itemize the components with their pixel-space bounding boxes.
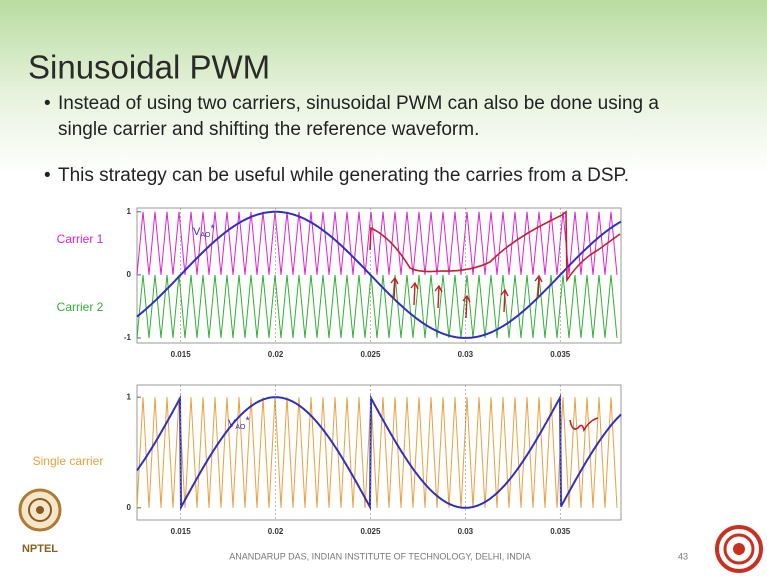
reference-label: VAO* xyxy=(228,415,250,431)
x-tick-label: 0.015 xyxy=(171,527,192,536)
y-tick-label: 0 xyxy=(127,503,132,512)
y-tick-label: 1 xyxy=(127,392,132,401)
x-tick-label: 0.035 xyxy=(550,350,571,359)
x-tick-label: 0.03 xyxy=(458,527,474,536)
bullet-text: Instead of using two carriers, sinusoida… xyxy=(58,93,659,114)
page-number: 43 xyxy=(678,551,688,561)
x-tick-label: 0.03 xyxy=(458,350,474,359)
annotation-arrow xyxy=(500,288,509,313)
carrier-wave xyxy=(136,211,618,275)
x-tick-label: 0.025 xyxy=(360,350,381,359)
nptel-logo xyxy=(18,488,62,532)
bullet-text: This strategy can be useful while genera… xyxy=(58,165,629,186)
annotation-arrow xyxy=(390,276,399,301)
logo-text: NPTEL xyxy=(22,543,58,555)
reference-label: VAO* xyxy=(193,223,215,239)
ref-sub: AO xyxy=(235,424,246,431)
ref-sup: * xyxy=(210,223,215,235)
annotation xyxy=(369,210,621,283)
iit-logo xyxy=(715,525,763,573)
y-tick-label: 1 xyxy=(127,207,132,216)
series-label: Single carrier xyxy=(33,454,104,468)
annotation-arrow xyxy=(534,274,543,299)
series-label: Carrier 2 xyxy=(57,300,104,314)
annotation-arrow xyxy=(410,281,419,306)
y-tick-label: 0 xyxy=(127,270,132,279)
bullet-dot: • xyxy=(44,165,51,186)
annotation-arrow xyxy=(434,284,443,309)
ref-sup: * xyxy=(245,415,250,427)
x-tick-label: 0.025 xyxy=(360,527,381,536)
ref-main: V xyxy=(193,226,201,238)
x-tick-label: 0.02 xyxy=(268,527,284,536)
bullet-dot: • xyxy=(44,93,51,114)
y-tick-label: -1 xyxy=(124,333,132,342)
slide-title: Sinusoidal PWM xyxy=(28,49,270,86)
x-tick-label: 0.02 xyxy=(268,350,284,359)
ref-sub: AO xyxy=(200,232,211,239)
bullet-text: single carrier and shifting the referenc… xyxy=(58,119,479,140)
carrier-wave xyxy=(136,274,618,339)
x-tick-label: 0.035 xyxy=(550,527,571,536)
reference-wave xyxy=(136,210,622,340)
annotation-arrow xyxy=(462,294,471,319)
reference-wave xyxy=(136,393,622,511)
x-tick-label: 0.015 xyxy=(171,350,192,359)
annotation xyxy=(569,417,599,433)
footer: ANANDARUP DAS, INDIAN INSTITUTE OF TECHN… xyxy=(229,551,531,561)
series-label: Carrier 1 xyxy=(57,232,104,246)
ref-main: V xyxy=(228,418,236,430)
carrier-wave xyxy=(136,397,618,508)
